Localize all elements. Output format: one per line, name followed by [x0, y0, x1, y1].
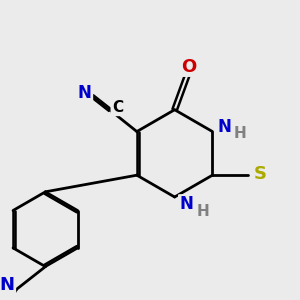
Text: H: H: [196, 204, 209, 219]
Text: C: C: [112, 100, 123, 115]
Text: N: N: [0, 276, 15, 294]
Text: N: N: [217, 118, 231, 136]
Text: O: O: [182, 58, 197, 76]
Text: N: N: [78, 84, 92, 102]
Text: N: N: [179, 196, 193, 214]
Text: H: H: [234, 126, 247, 141]
Text: S: S: [254, 165, 267, 183]
